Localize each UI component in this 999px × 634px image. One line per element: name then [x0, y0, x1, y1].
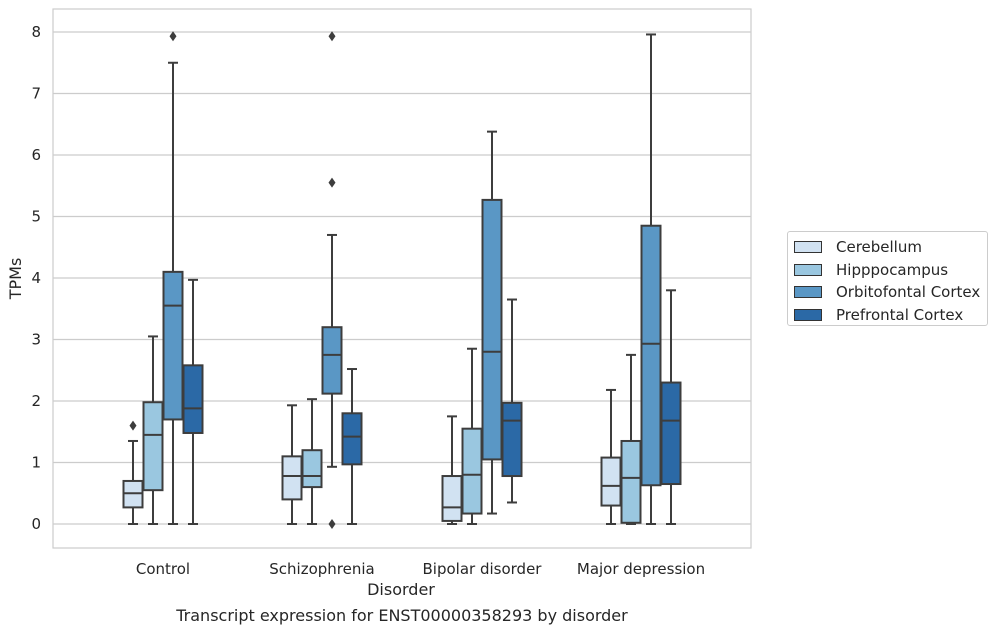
legend-swatch: [794, 241, 822, 254]
box: [640, 224, 662, 487]
box: [620, 439, 642, 524]
legend-label: Hipppocampus: [836, 260, 949, 279]
box: [341, 412, 363, 466]
legend-swatch: [794, 263, 822, 276]
outlier-marker: [328, 519, 336, 529]
box: [281, 455, 303, 501]
legend-item-cerebellum: Cerebellum: [792, 236, 987, 259]
y-tick-label: 3: [31, 331, 41, 349]
y-tick-label: 4: [31, 269, 41, 287]
y-tick-label: 2: [31, 392, 41, 410]
outlier-marker: [328, 177, 336, 188]
box: [481, 198, 503, 461]
y-tick-labels: 0 1 2 3 4 5 6 7 8: [31, 23, 41, 533]
x-tick-labels: Control Schizophrenia Bipolar disorder Majo…: [136, 560, 705, 578]
box: [321, 326, 343, 395]
y-tick-label: 6: [31, 146, 41, 164]
legend-label: Prefrontal Cortex: [836, 305, 964, 324]
box: [461, 427, 483, 515]
box: [142, 401, 164, 492]
y-tick-label: 0: [31, 515, 41, 533]
legend-swatch: [794, 308, 822, 321]
legend-label: Cerebellum: [836, 238, 922, 257]
x-tick-label: Control: [136, 560, 190, 578]
y-tick-label: 1: [31, 454, 41, 472]
outlier-marker: [129, 420, 137, 431]
x-tick-label: Schizophrenia: [269, 560, 374, 578]
x-axis-title: Disorder: [367, 580, 435, 599]
x-tick-label: Major depression: [577, 560, 705, 578]
box: [600, 456, 622, 507]
chart-caption: Transcript expression for ENST0000035829…: [176, 606, 628, 625]
box: [182, 364, 204, 434]
box: [301, 449, 323, 489]
legend-item-orbitofrontal-cortex: Orbitofontal Cortex: [792, 281, 987, 304]
y-axis-title: TPMs: [6, 258, 25, 301]
x-tick-label: Bipolar disorder: [423, 560, 543, 578]
y-tick-label: 5: [31, 208, 41, 226]
outlier-marker: [169, 31, 177, 42]
box: [501, 401, 523, 478]
box: [660, 381, 682, 486]
box-plots: [122, 31, 682, 529]
legend-swatch: [794, 286, 822, 299]
plot-frame: [52, 8, 752, 549]
legend-item-prefrontal-cortex: Prefrontal Cortex: [792, 304, 987, 327]
legend-item-hippocampus: Hipppocampus: [792, 259, 987, 282]
y-tick-label: 7: [31, 85, 41, 103]
legend-label: Orbitofontal Cortex: [836, 283, 981, 302]
box: [162, 270, 184, 421]
legend: Cerebellum Hipppocampus Orbitofontal Cor…: [787, 231, 988, 326]
outlier-marker: [328, 31, 336, 42]
box: [441, 475, 463, 522]
y-tick-label: 8: [31, 23, 41, 41]
